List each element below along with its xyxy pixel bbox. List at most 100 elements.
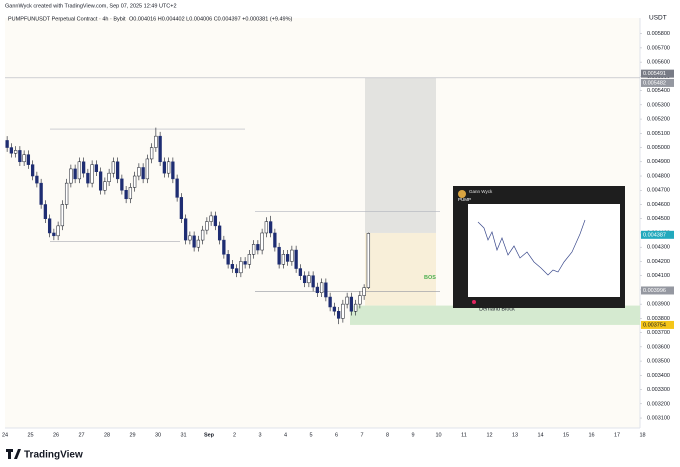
x-tick-label: 6	[335, 432, 338, 438]
candle-body	[183, 218, 188, 241]
candle-body	[154, 135, 158, 148]
inset-image: Gann Wyck PUMP	[453, 186, 625, 308]
y-tick-label: 0.003400	[647, 373, 670, 379]
price-label-box	[641, 286, 674, 295]
candle-body	[294, 249, 298, 269]
candle-body	[111, 161, 116, 174]
zone	[365, 232, 436, 306]
x-tick-label: 8	[386, 432, 389, 438]
candle-body	[239, 261, 243, 274]
candle-body	[251, 244, 256, 255]
y-tick-label: 0.003600	[647, 344, 670, 350]
x-tick-label: 28	[104, 432, 110, 438]
candle-body	[324, 282, 328, 298]
candle-body	[69, 168, 73, 184]
brand: TradingView	[24, 450, 83, 461]
candle-body	[64, 182, 69, 205]
y-tick-label: 0.004300	[647, 245, 670, 251]
x-tick-label: 17	[614, 432, 620, 438]
zone	[350, 305, 640, 325]
candle-body	[141, 167, 145, 180]
x-tick-label: 14	[537, 432, 543, 438]
candle-body	[132, 175, 137, 188]
candle-body	[43, 204, 48, 219]
candle-body	[345, 296, 349, 305]
candle-body	[149, 147, 154, 160]
candle-body	[353, 303, 358, 312]
y-tick-label: 0.005600	[647, 60, 670, 66]
candle-body	[35, 175, 39, 184]
ohlc: O0.004016 H0.004402 L0.004006 C0.004397 …	[129, 16, 292, 22]
x-tick-label: 25	[27, 432, 33, 438]
candle-body	[302, 275, 307, 284]
inset-chart	[468, 204, 620, 297]
candle-body	[328, 296, 332, 308]
candle-body	[243, 261, 247, 265]
candle-body	[311, 275, 315, 288]
candle-body	[192, 235, 196, 248]
candle-body	[47, 218, 52, 234]
candle-body	[175, 178, 179, 198]
x-tick-label: 31	[180, 432, 186, 438]
candle-body	[307, 275, 311, 284]
x-tick-label: 29	[129, 432, 135, 438]
annotation: BOS	[424, 275, 436, 281]
price-label: 0.005482	[643, 80, 666, 86]
candle-body	[171, 161, 175, 180]
price-label: 0.003754	[643, 322, 666, 328]
candle-body	[158, 135, 162, 163]
candle-body	[277, 246, 281, 265]
candle-body	[319, 282, 324, 294]
candle-body	[73, 168, 77, 180]
x-tick-label: 9	[411, 432, 414, 438]
x-tick-label: 27	[78, 432, 84, 438]
candle-body	[90, 164, 94, 184]
y-tick-label: 0.005200	[647, 117, 670, 123]
candle-body	[81, 161, 86, 174]
candle-body	[336, 311, 341, 319]
candle-body	[179, 197, 184, 219]
currency: USDT	[649, 15, 667, 22]
candle-body	[120, 178, 124, 191]
y-tick-label: 0.004700	[647, 188, 670, 194]
y-tick-label: 0.003800	[647, 316, 670, 322]
candle-body	[60, 204, 65, 227]
x-tick-label: Sep	[204, 432, 215, 438]
y-tick-label: 0.005100	[647, 131, 670, 137]
candle-body	[56, 225, 60, 237]
price-label-box	[641, 69, 674, 78]
candle-body	[230, 264, 235, 269]
candle-body	[234, 268, 239, 274]
candle-body	[362, 287, 366, 296]
candle-body	[281, 254, 286, 265]
x-tick-label: 24	[2, 432, 8, 438]
y-tick-label: 0.005700	[647, 45, 670, 51]
candle-body	[86, 172, 90, 184]
candle-body	[298, 268, 303, 276]
candle-body	[22, 154, 26, 163]
inset-title: PUMP	[458, 197, 471, 202]
candle-body	[124, 190, 128, 200]
price-label-box	[641, 78, 674, 87]
candle-body	[222, 239, 226, 255]
candle-body	[52, 232, 56, 237]
y-tick-label: 0.004900	[647, 159, 670, 165]
candle-body	[358, 295, 362, 305]
candle-body	[128, 187, 133, 200]
y-tick-label: 0.005800	[647, 31, 670, 37]
price-label: 0.004387	[643, 232, 666, 238]
y-tick-label: 0.005300	[647, 102, 670, 108]
candle-body	[13, 150, 18, 154]
candle-body	[188, 235, 192, 241]
candle-body	[209, 215, 213, 222]
candle-body	[94, 164, 99, 172]
credit: GannWyck created with TradingView.com, S…	[5, 3, 177, 9]
x-tick-label: 10	[435, 432, 441, 438]
candle-body	[260, 232, 264, 251]
candle-body	[315, 286, 320, 294]
price-label: 0.003996	[643, 288, 666, 294]
candle-body	[30, 164, 35, 177]
price-label-box	[641, 230, 674, 239]
like-icon	[472, 300, 476, 304]
